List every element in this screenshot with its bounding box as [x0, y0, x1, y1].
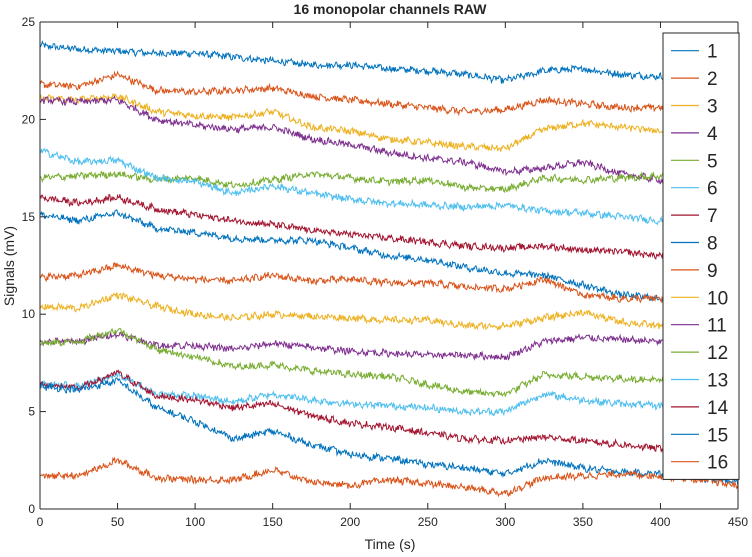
legend-label-1: 1 [707, 42, 718, 63]
x-tick-label: 0 [37, 515, 44, 529]
legend-label-8: 8 [707, 234, 718, 255]
series-group [40, 40, 738, 498]
x-axis-label: Time (s) [365, 536, 416, 552]
x-tick-label: 400 [650, 515, 670, 529]
x-tick-label: 200 [340, 515, 360, 529]
series-line-1 [40, 40, 738, 88]
plot-background [40, 22, 738, 509]
series-line-5 [40, 170, 738, 193]
legend-label-2: 2 [707, 69, 718, 90]
series-line-10 [40, 292, 738, 334]
legend-label-13: 13 [707, 371, 728, 392]
legend-label-14: 14 [707, 398, 729, 419]
y-tick-label: 20 [22, 112, 36, 126]
legend-label-3: 3 [707, 97, 718, 118]
series-line-7 [40, 193, 738, 264]
x-tick-label: 50 [111, 515, 125, 529]
series-line-12 [40, 327, 738, 398]
legend-label-10: 10 [707, 288, 728, 309]
y-tick-label: 5 [28, 405, 35, 419]
series-line-3 [40, 92, 738, 152]
legend-label-6: 6 [707, 179, 718, 200]
x-tick-label: 300 [495, 515, 515, 529]
legend-label-4: 4 [707, 124, 718, 145]
series-line-8 [40, 209, 738, 310]
series-line-15 [40, 377, 738, 486]
series-line-9 [40, 262, 738, 310]
series-line-13 [40, 370, 738, 417]
y-tick-label: 10 [22, 307, 36, 321]
series-line-2 [40, 70, 738, 117]
legend-box [662, 32, 740, 480]
x-tick-label: 350 [573, 515, 593, 529]
series-line-6 [40, 148, 738, 237]
y-tick-label: 15 [22, 210, 36, 224]
series-line-11 [40, 331, 738, 361]
y-tick-label: 25 [22, 15, 36, 29]
x-tick-label: 250 [418, 515, 438, 529]
legend-label-11: 11 [707, 316, 727, 337]
series-line-16 [40, 456, 738, 498]
legend-label-15: 15 [707, 425, 728, 446]
series-line-4 [40, 95, 738, 198]
legend-label-5: 5 [707, 151, 718, 172]
x-tick-label: 100 [185, 515, 205, 529]
series-line-14 [40, 369, 738, 458]
y-axis-label: Signals (mV) [1, 226, 17, 306]
y-tick-label: 0 [28, 502, 35, 516]
legend-label-12: 12 [707, 343, 728, 364]
legend-label-9: 9 [707, 261, 718, 282]
legend-label-16: 16 [707, 453, 728, 474]
chart-title: 16 monopolar channels RAW [294, 1, 488, 17]
legend-label-7: 7 [707, 206, 718, 227]
x-tick-label: 450 [728, 515, 748, 529]
x-tick-label: 150 [263, 515, 283, 529]
